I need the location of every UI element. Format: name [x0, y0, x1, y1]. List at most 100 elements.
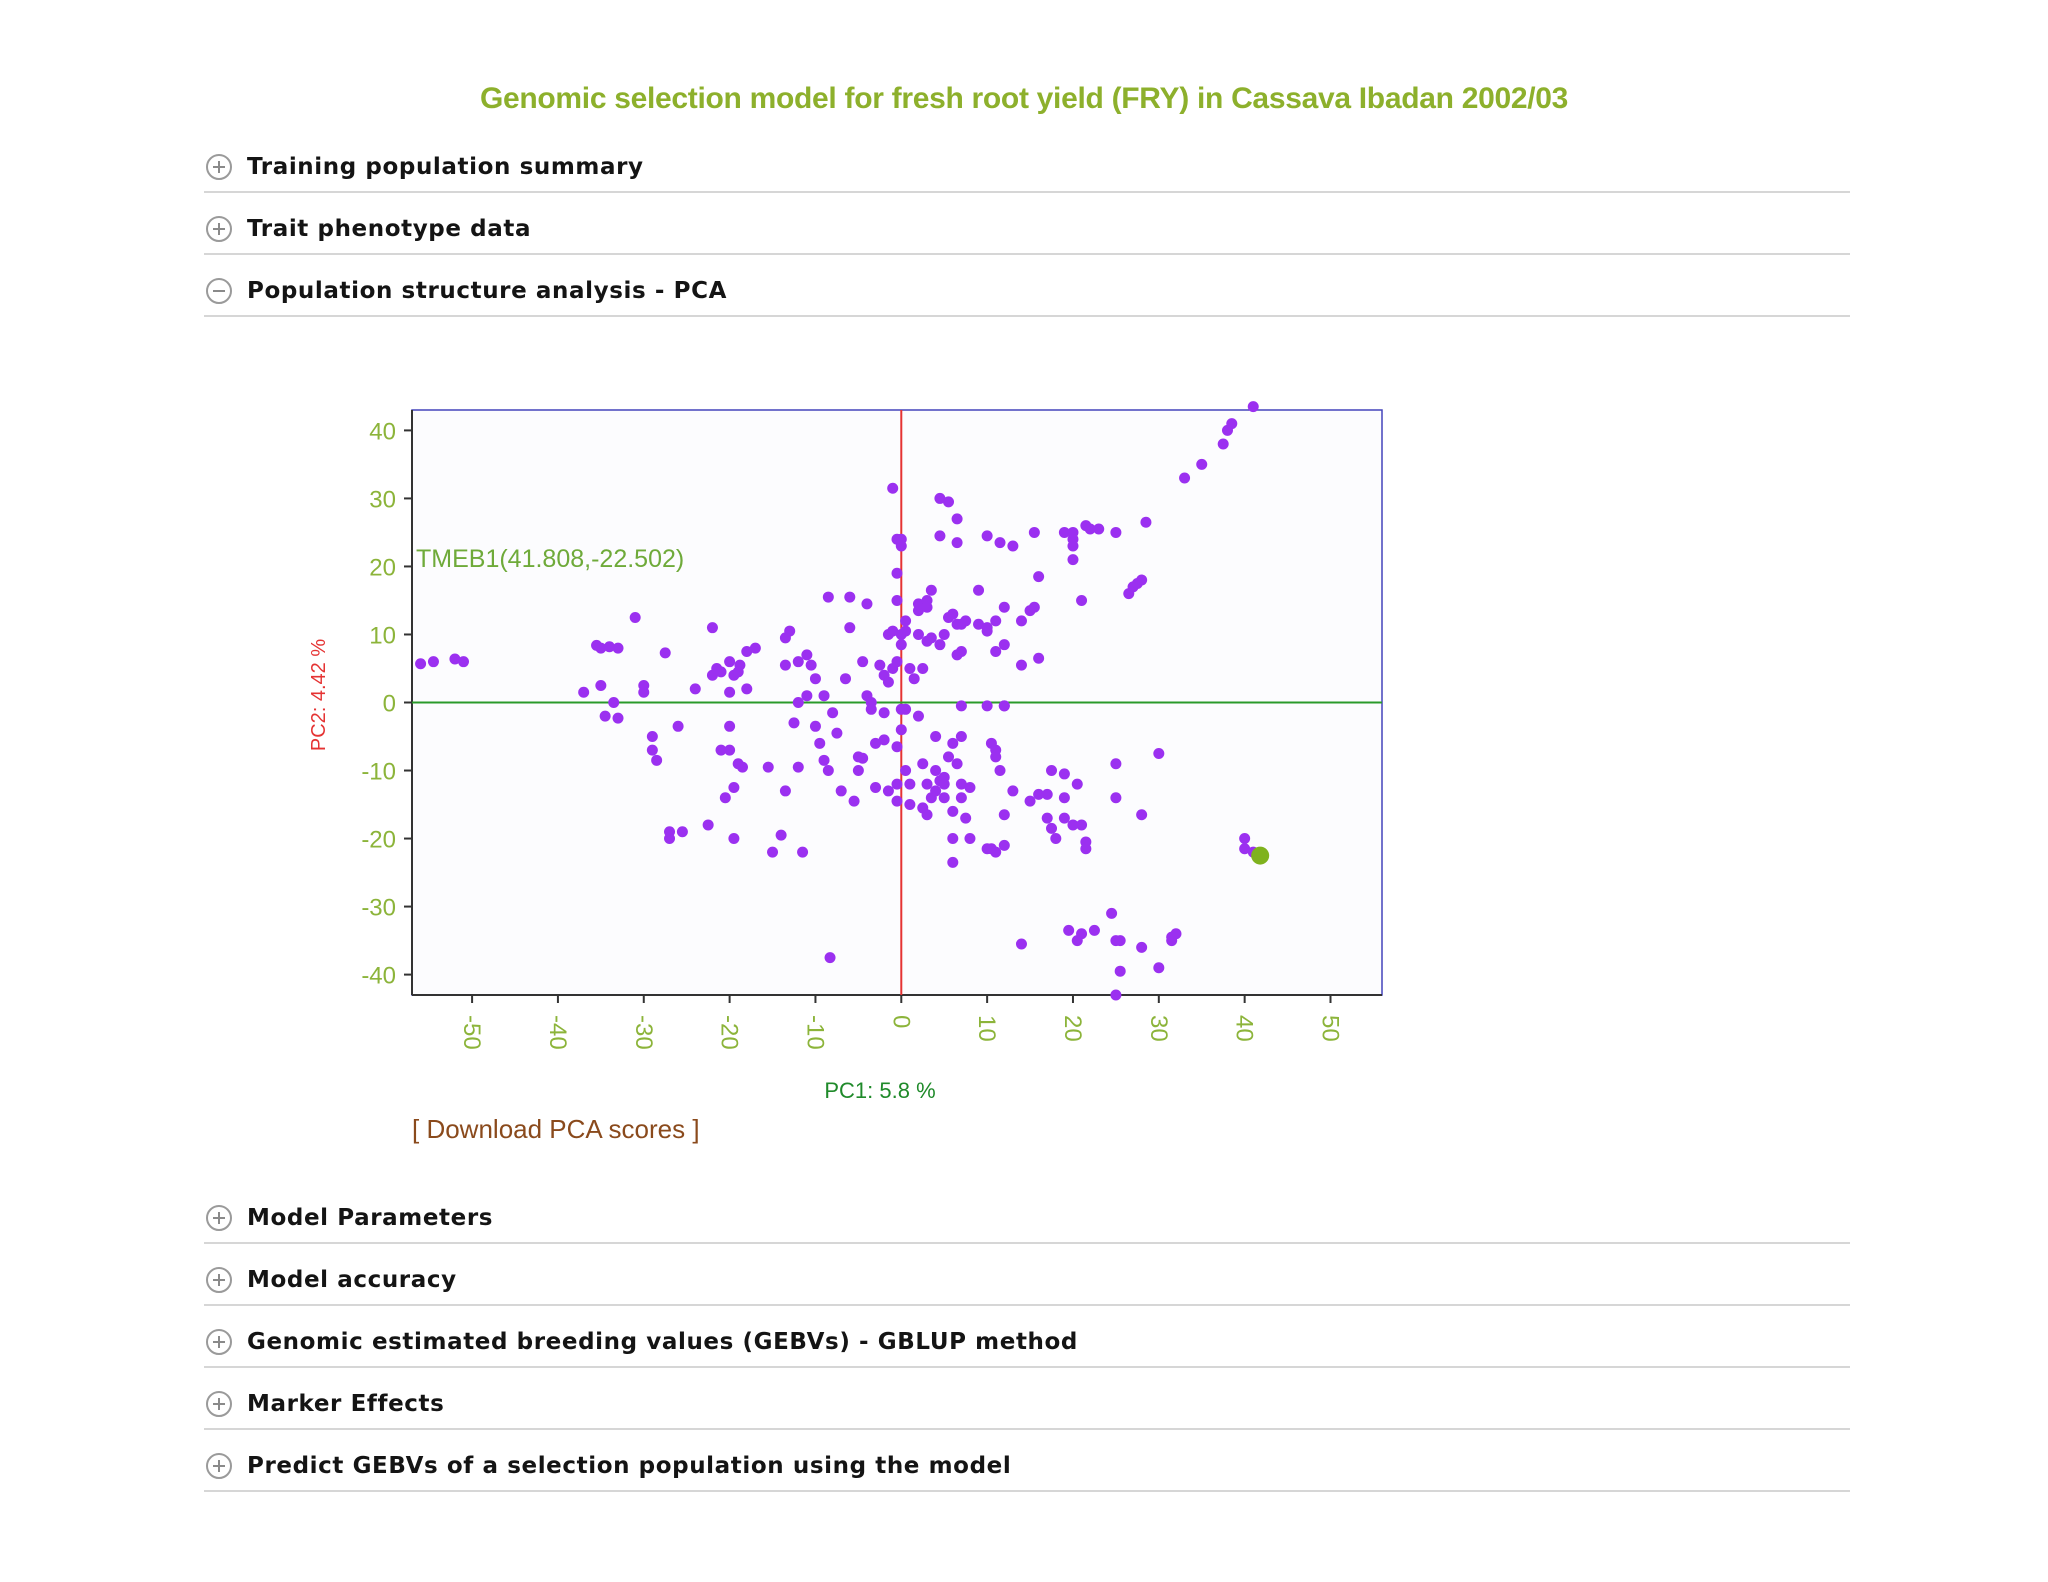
data-point	[1153, 748, 1165, 760]
expand-plus-icon[interactable]	[206, 1391, 232, 1417]
data-point	[595, 642, 607, 654]
data-point	[1067, 540, 1079, 552]
data-point	[603, 641, 615, 653]
data-point	[715, 744, 727, 756]
expand-plus-icon[interactable]	[206, 1329, 232, 1355]
data-point	[1084, 523, 1096, 535]
data-point	[822, 765, 834, 777]
data-point	[955, 792, 967, 804]
data-point	[947, 833, 959, 845]
y-tick-label: -40	[361, 963, 396, 990]
section-label: Genomic estimated breeding values (GEBVs…	[247, 1329, 1078, 1355]
data-point	[904, 662, 916, 674]
data-point	[981, 622, 993, 634]
section-model-parameters[interactable]: Model Parameters	[204, 1194, 1850, 1244]
y-tick-label: 40	[369, 418, 396, 445]
data-point	[676, 826, 688, 838]
data-point	[1058, 526, 1070, 538]
data-point	[973, 584, 985, 596]
data-point	[1007, 785, 1019, 797]
section-label: Marker Effects	[247, 1391, 445, 1417]
section-predict-gebvs[interactable]: Predict GEBVs of a selection population …	[204, 1442, 1850, 1492]
data-point	[981, 700, 993, 712]
data-point	[719, 792, 731, 804]
data-point	[857, 752, 869, 764]
data-point	[767, 846, 779, 858]
section-model-accuracy[interactable]: Model accuracy	[204, 1256, 1850, 1306]
data-point	[779, 785, 791, 797]
data-point	[844, 622, 856, 634]
expand-plus-icon[interactable]	[206, 154, 232, 180]
data-point	[831, 727, 843, 739]
data-point	[921, 809, 933, 821]
data-point	[852, 765, 864, 777]
data-point	[1239, 843, 1251, 855]
data-point	[659, 647, 671, 659]
data-point	[784, 625, 796, 637]
section-label: Predict GEBVs of a selection population …	[247, 1453, 1012, 1479]
page-title: Genomic selection model for fresh root y…	[479, 82, 1569, 115]
data-point	[1247, 401, 1259, 413]
data-point	[1033, 652, 1045, 664]
x-tick-label: 40	[1231, 1015, 1258, 1042]
data-point	[1106, 907, 1118, 919]
data-point	[779, 659, 791, 671]
data-point	[1058, 812, 1070, 824]
data-point	[900, 615, 912, 627]
data-point	[1110, 792, 1122, 804]
data-point	[895, 639, 907, 651]
x-tick-label: -40	[544, 1015, 571, 1050]
data-point	[891, 778, 903, 790]
expand-plus-icon[interactable]	[206, 1267, 232, 1293]
section-trait-phenotype-data[interactable]: Trait phenotype data	[204, 205, 1850, 255]
data-point	[749, 642, 761, 654]
data-point	[1088, 924, 1100, 936]
download-pca-scores-link[interactable]: [ Download PCA scores ]	[412, 1114, 700, 1144]
data-point	[1226, 418, 1238, 430]
data-point	[835, 785, 847, 797]
section-gebvs-gblup[interactable]: Genomic estimated breeding values (GEBVs…	[204, 1318, 1850, 1368]
data-point	[792, 697, 804, 708]
expand-plus-icon[interactable]	[206, 216, 232, 242]
data-point	[1110, 989, 1122, 1001]
data-point	[895, 724, 907, 736]
data-point	[887, 482, 899, 494]
data-point	[1015, 659, 1027, 671]
x-tick-label: -10	[801, 1015, 828, 1050]
data-point	[702, 819, 714, 831]
data-point	[608, 697, 620, 708]
section-training-population-summary[interactable]: Training population summary	[204, 143, 1850, 193]
collapse-minus-icon[interactable]	[206, 278, 232, 304]
data-point	[1076, 928, 1088, 940]
data-point	[1033, 788, 1045, 800]
data-point	[994, 765, 1006, 777]
data-point	[1046, 822, 1058, 834]
data-point	[917, 758, 929, 770]
expand-plus-icon[interactable]	[206, 1453, 232, 1479]
data-point	[938, 778, 950, 790]
highlight-annotation: TMEB1(41.808,-22.502)	[416, 545, 684, 573]
data-point	[870, 737, 882, 749]
data-point	[874, 659, 886, 671]
data-point	[998, 839, 1010, 851]
data-point	[1041, 788, 1053, 800]
data-point	[792, 656, 804, 668]
data-point	[814, 737, 826, 749]
y-tick-label: -20	[361, 827, 396, 854]
data-point	[1028, 601, 1040, 613]
data-point	[1196, 458, 1208, 470]
data-point	[449, 653, 461, 665]
data-point	[1058, 792, 1070, 804]
data-point	[1239, 833, 1251, 845]
data-point	[1007, 540, 1019, 552]
section-marker-effects[interactable]: Marker Effects	[204, 1380, 1850, 1430]
section-population-structure-pca[interactable]: Population structure analysis - PCA	[204, 267, 1850, 317]
data-point	[994, 537, 1006, 549]
data-point	[792, 761, 804, 773]
data-point	[1028, 526, 1040, 538]
expand-plus-icon[interactable]	[206, 1205, 232, 1231]
data-point	[638, 686, 650, 698]
data-point	[1076, 594, 1088, 606]
data-point	[724, 744, 736, 756]
data-point	[844, 591, 856, 603]
